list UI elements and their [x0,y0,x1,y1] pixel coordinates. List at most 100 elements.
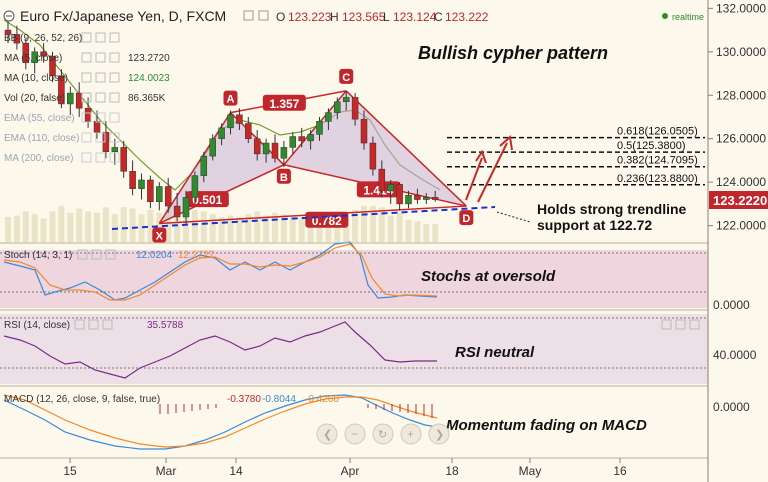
candle-body [325,112,332,122]
scroll-left-button[interactable] [316,423,338,445]
volume-bar [165,208,172,243]
legend-close-icon[interactable] [109,132,120,143]
legend-eye-icon[interactable] [81,152,92,163]
legend-settings-icon[interactable] [95,72,106,83]
zoom-in-button[interactable] [400,423,422,445]
candle-body [423,197,430,200]
pattern-point-badge [276,168,291,184]
candle-body [351,97,359,120]
legend-eye-icon[interactable] [81,132,92,143]
stoch-close-icon[interactable] [105,249,116,260]
rsi-panel-close-icon[interactable] [689,319,700,330]
fib-levels: 0.618(126.0505) 0.5(125.3800) 0.382(124.70… [447,126,705,186]
candle-body [93,121,101,133]
legend-close-icon[interactable] [109,152,120,163]
candle-body [271,142,279,159]
legend-close-icon[interactable] [109,32,120,43]
candle-body [289,136,297,148]
rsi-panel-down-icon[interactable] [675,319,686,330]
trendline-note-arrow [496,211,531,223]
legend-close-icon[interactable] [109,92,120,103]
candle-body [236,114,243,124]
y-tick-label: 132.0000 [716,1,766,15]
stoch-eye-icon[interactable] [77,249,88,260]
candle-body [31,51,38,63]
legend-eye-icon[interactable] [81,72,92,83]
trendline [111,206,496,230]
rsi-settings-icon[interactable] [88,319,99,330]
rsi-close-icon[interactable] [102,319,113,330]
eye-icon[interactable] [243,10,254,21]
ratio-label: 1.414 [363,183,393,197]
candle-body [218,127,225,139]
volume-bar [174,212,181,243]
rsi-eye-icon[interactable] [74,319,85,330]
volume-bar [58,205,65,243]
candle-body [13,34,21,44]
x-tick-label: Apr [341,464,360,478]
macd-value: -0.8044 [262,394,296,405]
volume-bar [200,211,207,243]
candle-body [342,97,350,103]
volume-bar [361,205,367,243]
volume-bar [423,224,430,243]
ratio-label: 0.501 [192,193,222,207]
candle-body [84,108,92,122]
macd-label: MACD (12, 26, close, 9, false, true) [4,394,160,405]
stoch-k-line [3,241,438,301]
legend-label: MA (5, close) [4,53,62,64]
volume-bar [280,214,287,243]
legend-eye-icon[interactable] [81,92,92,103]
trendline-note-line1: Holds strong trendline [537,201,687,217]
candle-body [227,114,234,129]
macd-histogram [159,404,433,418]
stoch-settings-icon[interactable] [91,249,102,260]
zoom-out-button[interactable] [344,423,366,445]
candle-body [378,168,386,192]
volume-bar [272,212,278,243]
legend-settings-icon[interactable] [95,152,106,163]
scroll-right-button[interactable] [428,423,450,445]
legend-settings-icon[interactable] [95,132,106,143]
legend-settings-icon[interactable] [95,112,106,123]
settings-icon[interactable] [258,10,269,21]
volume-bar [94,212,100,243]
legend-label: BB (9, 26, 52, 26) [4,33,82,44]
macd-signal-value: -0.4266 [305,394,339,405]
chart-header: Euro Fx/Japanese Yen, D, FXCM O 123.223 … [3,8,704,24]
pattern-leg [345,90,467,207]
legend-settings-icon[interactable] [95,32,106,43]
candle-body [164,186,172,207]
stoch-band [0,250,708,308]
stoch-k-value: 12.0204 [136,250,173,261]
y-tick-label: 130.0000 [716,45,766,59]
candle-body [360,118,368,144]
stoch-d-line [3,243,438,301]
legend-eye-icon[interactable] [81,52,92,63]
y-axis-ticks: 132.0000 130.0000 128.0000 126.0000 124.0000… [708,1,766,233]
reset-zoom-button[interactable] [372,423,394,445]
candle-body [316,121,323,135]
candle-body [387,184,394,192]
rsi-line [3,321,437,379]
x-tick-label: Mar [156,464,177,478]
legend-close-icon[interactable] [109,52,120,63]
rsi-panel-up-icon[interactable] [661,319,672,330]
legend-eye-icon[interactable] [81,112,92,123]
minus-icon: − [351,427,358,441]
legend-eye-icon[interactable] [81,32,92,43]
candle-body [405,194,412,205]
legend-label: EMA (55, close) [4,113,75,124]
candle-body [253,138,261,155]
candle-body [40,51,47,57]
candle-body [147,179,154,202]
legend-close-icon[interactable] [109,112,120,123]
volume-bar [76,208,83,243]
legend-value: 123.2720 [128,53,170,64]
candle-body [334,101,341,113]
volume-bar [387,215,394,243]
legend-close-icon[interactable] [109,72,120,83]
legend-settings-icon[interactable] [95,52,106,63]
legend-settings-icon[interactable] [95,92,106,103]
